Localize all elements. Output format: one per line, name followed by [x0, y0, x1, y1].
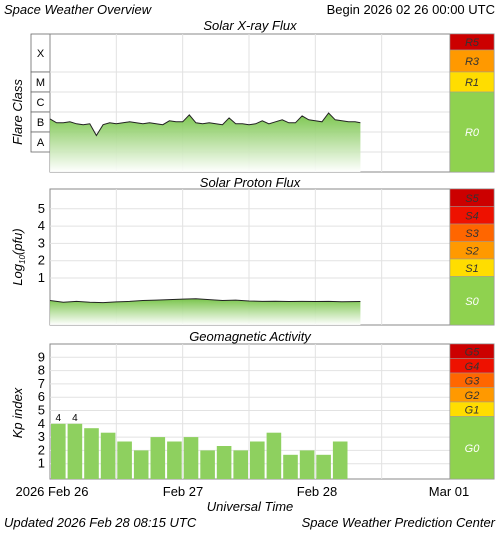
xray-flux-line — [49, 112, 361, 137]
class-label-x: X — [37, 48, 45, 60]
kp-bar — [51, 423, 66, 479]
xray-title: Solar X-ray Flux — [203, 18, 297, 33]
geomag-title: Geomagnetic Activity — [189, 329, 312, 344]
solar-radiation-scale: S5 S4 S3 S2 S1 S0 — [449, 188, 495, 326]
updated-time: Updated 2026 Feb 28 08:15 UTC — [4, 515, 197, 530]
proton-y-tick-3: 3 — [38, 235, 45, 250]
class-label-b: B — [37, 117, 44, 129]
class-label-m: M — [36, 77, 45, 89]
xray-ylabel: Flare Class — [10, 79, 25, 145]
scale-label-s1: S1 — [465, 263, 478, 275]
kp-bar — [117, 441, 132, 479]
geomagnetic-storm-scale: G5 G4 G3 G2 G1 G0 — [449, 343, 495, 480]
proton-y-tick-1: 1 — [38, 270, 45, 285]
proton-flux-area — [50, 298, 361, 325]
proton-y-tick-4: 4 — [38, 218, 45, 233]
kp-bar — [233, 450, 248, 479]
x-tick-feb26: 2026 Feb 26 — [15, 484, 88, 499]
scale-label-s0: S0 — [465, 296, 479, 308]
kp-bar — [167, 441, 182, 479]
kp-bar — [183, 437, 199, 479]
swpc-credit: Space Weather Prediction Center — [302, 515, 496, 530]
kp-bar — [150, 437, 166, 479]
kp-ylabel: Kp index — [10, 387, 25, 438]
scale-label-r3: R3 — [465, 56, 480, 68]
kp-bar — [250, 441, 265, 479]
kp-bar — [332, 441, 348, 479]
scale-label-s3: S3 — [465, 228, 479, 240]
class-label-a: A — [37, 137, 45, 149]
class-label-c: C — [37, 97, 45, 109]
scale-cell-s0 — [449, 276, 495, 326]
scale-cell-g0 — [449, 416, 495, 480]
proton-y-tick-2: 2 — [38, 253, 45, 268]
scale-label-r0: R0 — [465, 127, 480, 139]
kp-bar — [100, 432, 116, 479]
begin-time: Begin 2026 02 26 00:00 UTC — [327, 2, 495, 17]
kp-bar — [67, 423, 83, 479]
kp-bar — [316, 454, 331, 479]
scale-label-r5: R5 — [465, 37, 480, 49]
scale-label-g4: G4 — [465, 361, 480, 373]
proton-y-ticks: 1 2 3 4 5 — [38, 201, 45, 285]
kp-bar — [266, 432, 282, 479]
kp-y-tick-8: 8 — [38, 363, 45, 378]
kp-y-tick-9: 9 — [38, 349, 45, 364]
scale-label-g5: G5 — [465, 346, 481, 358]
kp-y-tick-5: 5 — [38, 403, 45, 418]
scale-cell-r0 — [449, 91, 495, 173]
x-tick-mar01: Mar 01 — [429, 484, 469, 499]
kp-bar-label: 4 — [72, 413, 78, 424]
kp-bar — [299, 450, 315, 479]
kp-bar — [200, 450, 215, 479]
proton-y-tick-5: 5 — [38, 201, 45, 216]
scale-label-s5: S5 — [465, 193, 479, 205]
x-tick-feb28: Feb 28 — [297, 484, 337, 499]
kp-y-tick-7: 7 — [38, 376, 45, 391]
kp-y-tick-1: 1 — [38, 456, 45, 471]
kp-bar — [283, 454, 298, 479]
x-tick-feb27: Feb 27 — [163, 484, 203, 499]
proton-title: Solar Proton Flux — [200, 175, 301, 190]
kp-bar — [84, 428, 99, 479]
scale-label-s4: S4 — [465, 210, 478, 222]
x-axis-label: Universal Time — [207, 499, 294, 514]
scale-label-g3: G3 — [465, 375, 481, 387]
geomag-panel: Geomagnetic Activity Kp index 123456789 … — [10, 329, 495, 480]
xray-flux-area — [50, 113, 361, 172]
scale-label-r1: R1 — [465, 77, 479, 89]
scale-label-g2: G2 — [465, 390, 480, 402]
scale-label-g1: G1 — [465, 404, 480, 416]
radio-blackout-scale: R5 R3 R1 R0 — [449, 33, 495, 173]
scale-label-g0: G0 — [465, 443, 481, 455]
kp-y-tick-2: 2 — [38, 442, 45, 457]
kp-bar-label: 4 — [56, 413, 62, 424]
kp-y-tick-6: 6 — [38, 389, 45, 404]
page-title: Space Weather Overview — [4, 2, 153, 17]
kp-y-tick-3: 3 — [38, 429, 45, 444]
proton-ylabel: Log10(pfu) — [10, 228, 27, 285]
kp-y-tick-4: 4 — [38, 416, 45, 431]
kp-bar — [133, 450, 149, 479]
kp-bar — [216, 446, 232, 479]
proton-flux-line — [49, 298, 361, 304]
scale-label-s2: S2 — [465, 245, 478, 257]
